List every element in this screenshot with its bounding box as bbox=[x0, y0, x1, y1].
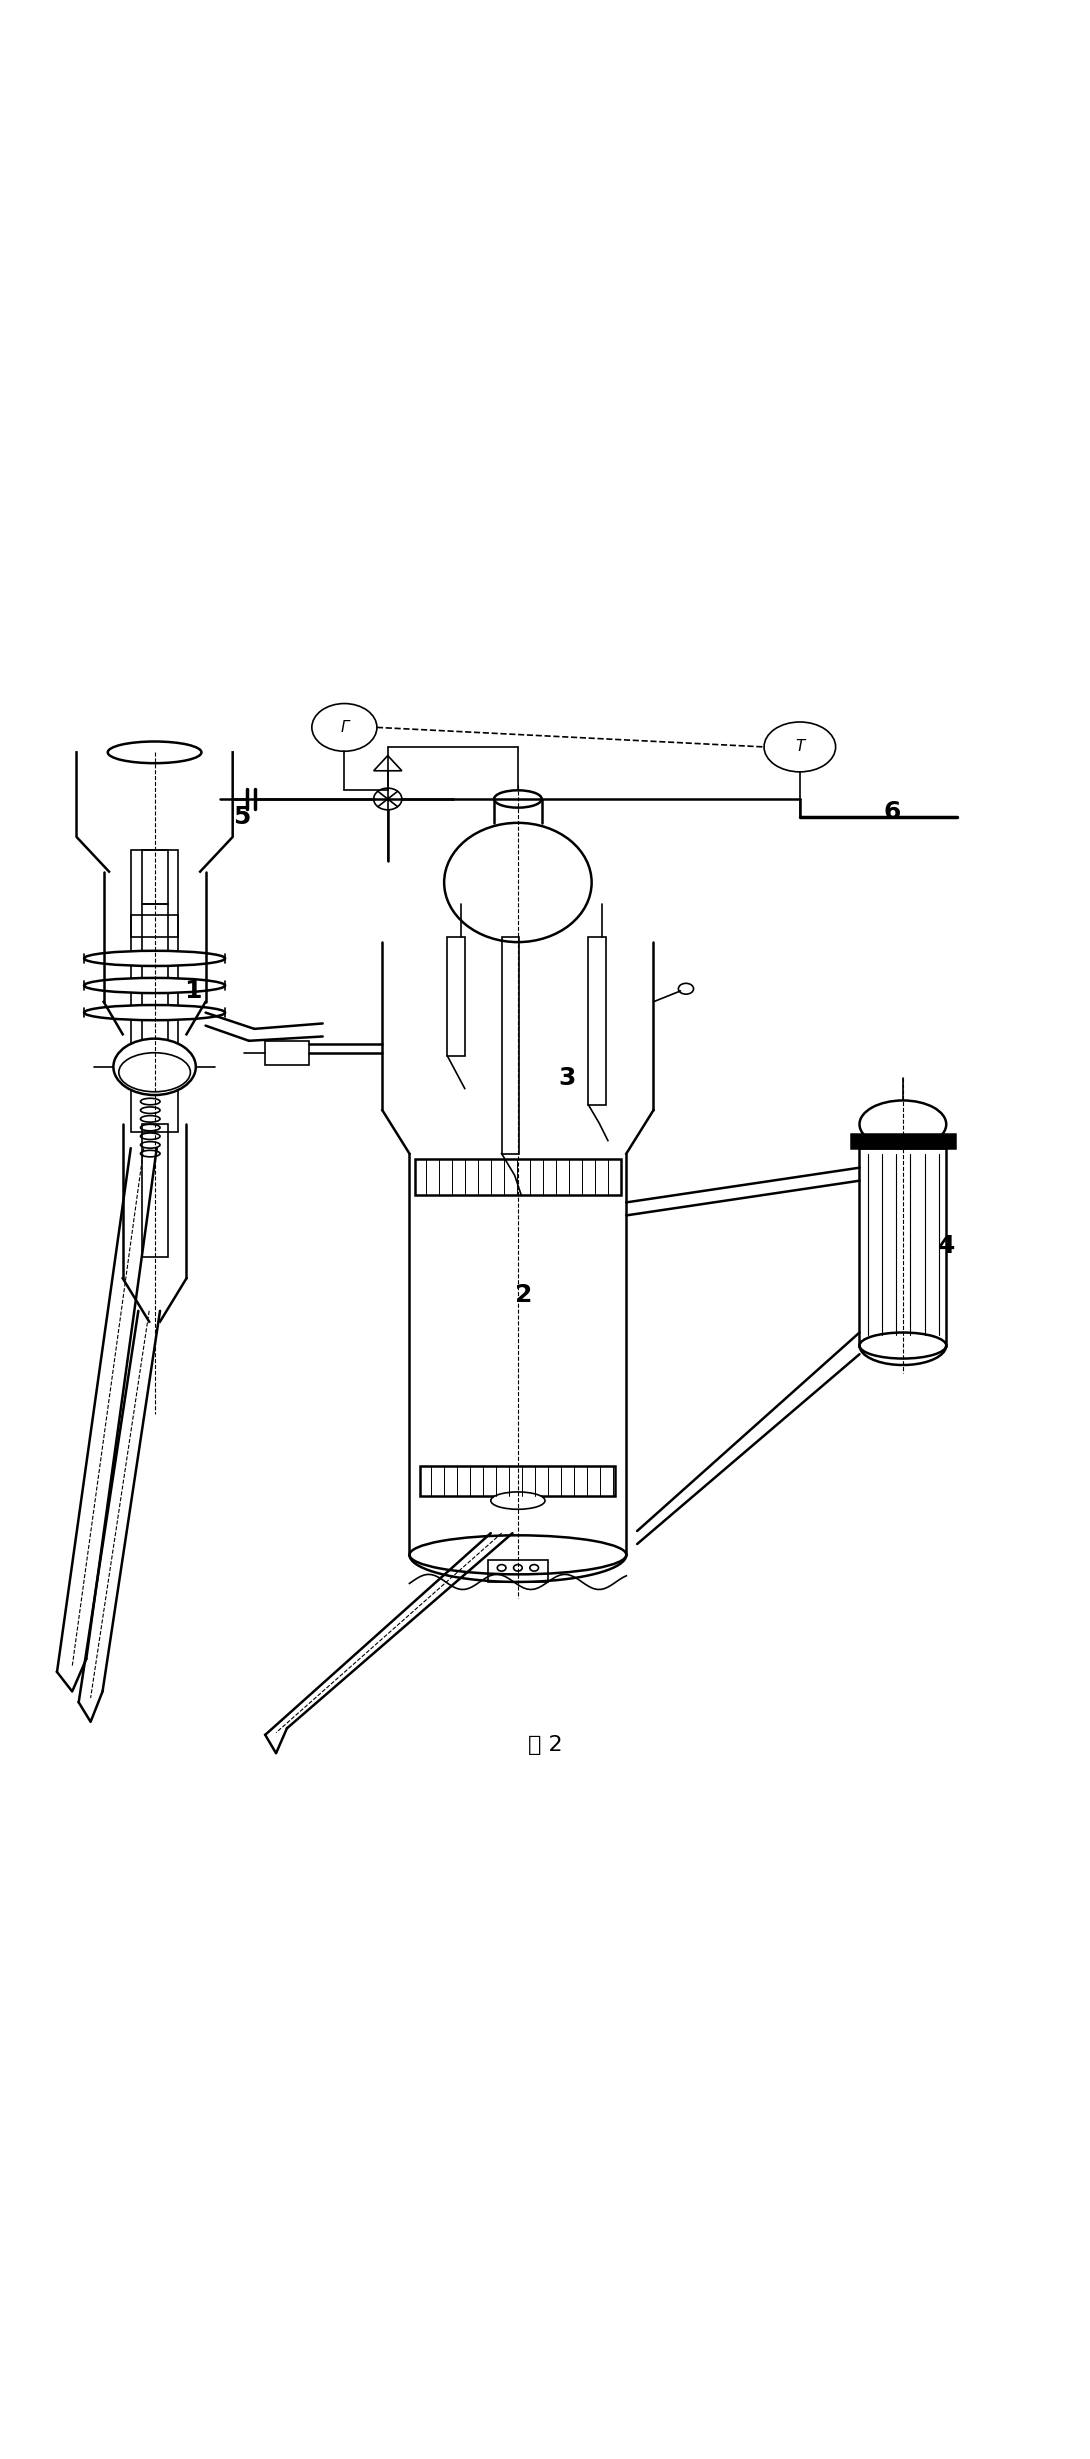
Ellipse shape bbox=[119, 1052, 191, 1092]
Bar bbox=[487, 1561, 548, 1581]
Bar bbox=[142, 851, 168, 905]
Ellipse shape bbox=[312, 703, 377, 752]
Text: Г: Г bbox=[340, 720, 349, 735]
Ellipse shape bbox=[113, 1038, 196, 1094]
Ellipse shape bbox=[108, 743, 202, 762]
Ellipse shape bbox=[530, 1564, 538, 1571]
Bar bbox=[860, 1148, 946, 1345]
Ellipse shape bbox=[141, 1116, 160, 1121]
Text: 1: 1 bbox=[184, 979, 202, 1003]
Ellipse shape bbox=[860, 1102, 946, 1148]
Ellipse shape bbox=[84, 979, 226, 993]
Text: 2: 2 bbox=[514, 1284, 532, 1306]
Ellipse shape bbox=[141, 1124, 160, 1131]
Text: 4: 4 bbox=[937, 1234, 955, 1257]
Bar bbox=[142, 905, 168, 1089]
Bar bbox=[265, 1040, 308, 1065]
Bar bbox=[421, 1466, 616, 1495]
Ellipse shape bbox=[141, 1099, 160, 1104]
Ellipse shape bbox=[490, 1493, 545, 1510]
Ellipse shape bbox=[444, 824, 592, 942]
Text: 6: 6 bbox=[883, 799, 900, 824]
Bar bbox=[131, 851, 179, 937]
Ellipse shape bbox=[678, 984, 693, 993]
Ellipse shape bbox=[764, 723, 836, 772]
Bar bbox=[415, 1158, 621, 1195]
Polygon shape bbox=[374, 755, 402, 770]
Ellipse shape bbox=[141, 1141, 160, 1148]
Bar bbox=[589, 937, 606, 1104]
Bar bbox=[501, 937, 519, 1153]
Bar bbox=[131, 915, 179, 1131]
Bar bbox=[142, 1124, 168, 1257]
Text: 图 2: 图 2 bbox=[528, 1734, 562, 1756]
Ellipse shape bbox=[494, 789, 542, 807]
Ellipse shape bbox=[141, 1151, 160, 1156]
Ellipse shape bbox=[84, 952, 226, 966]
Ellipse shape bbox=[141, 1107, 160, 1114]
Text: 3: 3 bbox=[558, 1065, 576, 1089]
Ellipse shape bbox=[497, 1564, 506, 1571]
Ellipse shape bbox=[410, 1534, 627, 1574]
Ellipse shape bbox=[141, 1134, 160, 1139]
Text: 5: 5 bbox=[232, 807, 250, 829]
Text: Т: Т bbox=[796, 740, 804, 755]
Ellipse shape bbox=[513, 1564, 522, 1571]
Bar bbox=[851, 1134, 955, 1148]
Ellipse shape bbox=[860, 1333, 946, 1357]
Ellipse shape bbox=[374, 789, 402, 809]
Bar bbox=[447, 937, 464, 1055]
Ellipse shape bbox=[84, 1006, 226, 1020]
